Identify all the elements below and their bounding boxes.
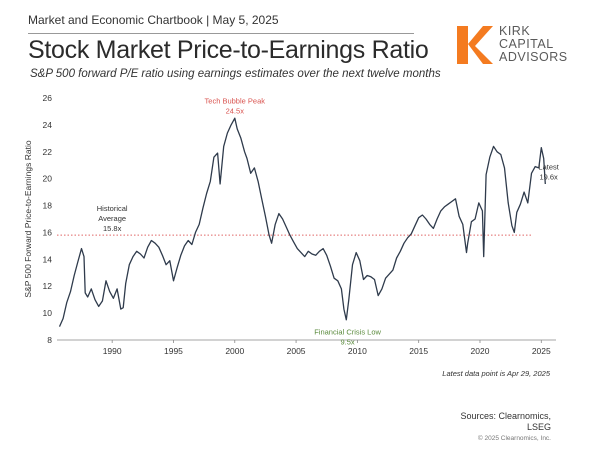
sources-line-2: LSEG [526,422,551,432]
logo-mark-icon [457,26,493,64]
y-tick-label: 10 [43,308,53,318]
annotation-historical-line: 15.8x [103,224,122,233]
x-tick-label: 2015 [409,346,428,356]
chart-subtitle: S&P 500 forward P/E ratio using earnings… [30,68,441,80]
y-tick-label: 20 [43,174,53,184]
y-tick-label: 8 [47,335,52,345]
x-tick-label: 2005 [287,346,306,356]
pe-ratio-chart: 8 10 12 14 16 18 20 22 24 26 1990 1995 2000 2005 2010 2… [23,93,560,356]
annotation-historical-line: Average [98,214,126,223]
chart-title: Stock Market Price-to-Earnings Ratio [28,36,429,64]
y-tick-label: 14 [43,254,53,264]
sources-line-1: Sources: Clearnomics, [460,411,551,421]
y-tick-label: 12 [43,281,53,291]
header-divider [28,33,414,34]
logo-line-2: CAPITAL [499,37,554,51]
annotation-latest-line: Latest [538,162,559,171]
chartbook-header: Market and Economic Chartbook | May 5, 2… [28,13,279,27]
annotation-crisis-line: 9.5x [340,338,354,347]
x-tick-label: 2010 [348,346,367,356]
y-tick-label: 26 [43,93,53,103]
logo-line-1: KIRK [499,24,531,38]
sources: Sources: Clearnomics, LSEG [460,411,551,433]
x-tick-label: 2020 [471,346,490,356]
annotation-historical-line: Historical [97,204,128,213]
copyright: © 2025 Clearnomics, Inc. [477,435,551,442]
y-tick-label: 24 [43,120,53,130]
y-tick-label: 16 [43,227,53,237]
pe-ratio-series-line [58,117,546,327]
annotation-tech-line: 24.5x [226,106,245,115]
x-tick-label: 2000 [225,346,244,356]
x-tick-label: 1990 [103,346,122,356]
y-tick-label: 18 [43,201,53,211]
company-logo: KIRK CAPITAL ADVISORS [455,24,585,72]
annotation-latest-line: 19.6x [539,172,558,181]
annotation-crisis-line: Financial Crisis Low [314,328,381,337]
latest-data-note: Latest data point is Apr 29, 2025 [442,369,550,378]
logo-line-3: ADVISORS [499,50,568,64]
x-tick-label: 1995 [164,346,183,356]
annotation-tech-line: Tech Bubble Peak [205,96,266,105]
logo-text: KIRK CAPITAL ADVISORS [499,25,568,64]
y-axis-label: S&P 500 Forward Price-to-Earnings Ratio [23,140,33,297]
x-tick-label: 2025 [532,346,551,356]
y-tick-label: 22 [43,147,53,157]
